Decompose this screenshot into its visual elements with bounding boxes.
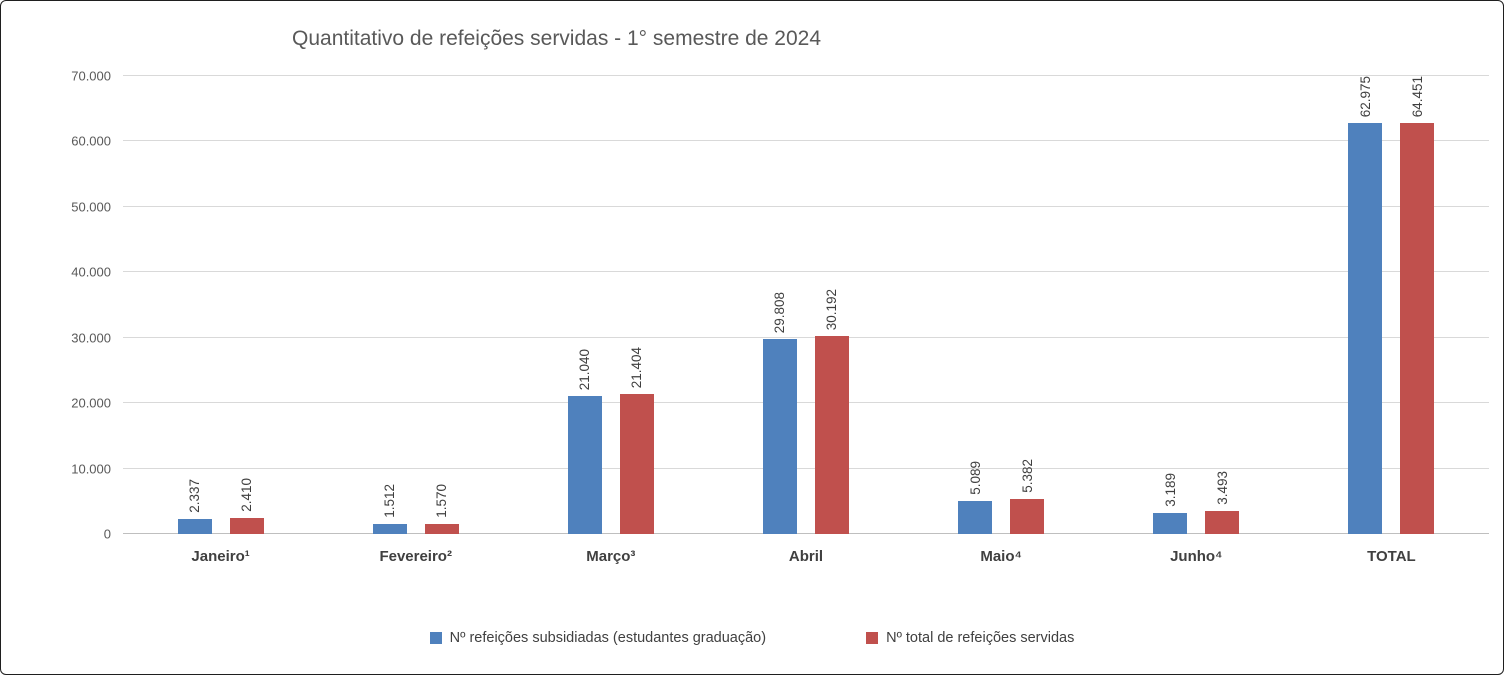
category-group: 29.808 30.192: [708, 76, 903, 534]
bar-column: 5.382: [1010, 76, 1045, 534]
category-group: 5.089 5.382: [904, 76, 1099, 534]
legend-swatch-total: [866, 632, 879, 644]
bar-column: 30.192: [814, 76, 849, 534]
gridline: [123, 336, 1489, 338]
bar-value-label: 3.493: [1214, 471, 1230, 506]
bar-value-label: 5.382: [1019, 459, 1035, 493]
gridline: [123, 140, 1489, 142]
bar-subsidized: [762, 338, 797, 534]
bar-column: 21.040: [567, 76, 602, 534]
bar-column: 5.089: [958, 76, 993, 534]
x-category-label: Março³: [586, 548, 636, 565]
bar-value-label: 62.975: [1357, 76, 1373, 118]
gridline: [123, 205, 1489, 207]
bar-column: 21.404: [619, 76, 654, 534]
bar-column: 2.337: [177, 76, 212, 534]
x-category-label: Junho⁴: [1170, 548, 1223, 565]
bar-column: 29.808: [762, 76, 797, 534]
y-axis: 0 10.000 20.000 30.000 40.000 50.000 60.000 70.…: [1, 69, 123, 542]
y-tick-label: 40.000: [71, 264, 111, 280]
bar-total: [814, 336, 849, 534]
bar-column: 1.570: [424, 76, 459, 534]
gridline: [123, 467, 1489, 469]
bar-groups: 2.337 2.410 1.512 1.570 21.040 21.404 29.808 30…: [123, 76, 1489, 534]
bar-value-label: 3.189: [1162, 473, 1178, 508]
bar-value-label: 5.089: [967, 460, 983, 495]
category-group: 21.040 21.404: [513, 76, 708, 534]
category-group: 2.337 2.410: [123, 76, 318, 534]
bar-value-label: 2.337: [187, 478, 203, 513]
legend-label-total: Nº total de refeições servidas: [886, 630, 1075, 646]
bar-total: [424, 523, 459, 534]
legend-item-total: Nº total de refeições servidas: [866, 630, 1074, 646]
bar-value-label: 21.040: [577, 349, 593, 391]
bar-column: 2.410: [229, 76, 264, 534]
bar-column: 3.189: [1153, 76, 1188, 534]
bar-total: [1010, 498, 1045, 534]
bar-value-label: 29.808: [772, 291, 788, 333]
category-group: 3.189 3.493: [1099, 76, 1294, 534]
legend: Nº refeições subsidiadas (estudantes gra…: [1, 630, 1503, 646]
bar-column: 64.451: [1400, 76, 1435, 534]
bar-total: [619, 393, 654, 534]
bar-column: 1.512: [372, 76, 407, 534]
y-tick-label: 60.000: [71, 133, 111, 149]
plot-area: 2.337 2.410 1.512 1.570 21.040 21.404 29.808 30…: [123, 75, 1489, 534]
gridline: [123, 533, 1489, 534]
bar-total: [1205, 511, 1240, 534]
bar-subsidized: [1348, 123, 1383, 534]
x-category-label: TOTAL: [1367, 548, 1416, 565]
x-category-label: Maio⁴: [980, 548, 1022, 565]
chart-title: Quantitativo de refeições servidas - 1° …: [292, 27, 822, 50]
plot-wrap: 0 10.000 20.000 30.000 40.000 50.000 60.000 70.…: [1, 69, 1489, 542]
bar-subsidized: [958, 500, 993, 534]
bar-value-label: 21.404: [629, 346, 645, 388]
bar-column: 62.975: [1348, 76, 1383, 534]
gridline: [123, 75, 1489, 76]
bar-subsidized: [567, 396, 602, 534]
bar-value-label: 1.570: [434, 483, 450, 518]
bar-value-label: 64.451: [1409, 76, 1425, 118]
y-tick-label: 0: [103, 526, 111, 542]
bar-total: [1400, 123, 1435, 534]
gridline: [123, 271, 1489, 273]
bar-subsidized: [372, 524, 407, 534]
y-tick-label: 70.000: [71, 68, 111, 84]
y-tick-label: 30.000: [71, 330, 111, 346]
category-group: 62.975 64.451: [1294, 76, 1489, 534]
bar-total: [229, 518, 264, 534]
bar-value-label: 2.410: [239, 478, 255, 513]
bar-value-label: 30.192: [824, 289, 840, 331]
y-tick-label: 20.000: [71, 395, 111, 411]
category-group: 1.512 1.570: [318, 76, 513, 534]
legend-item-subsidized: Nº refeições subsidiadas (estudantes gra…: [429, 630, 767, 646]
legend-swatch-subsidized: [429, 632, 442, 644]
y-tick-label: 50.000: [71, 199, 111, 215]
bar-column: 3.493: [1205, 76, 1240, 534]
x-category-label: Abril: [788, 548, 824, 565]
legend-label-subsidized: Nº refeições subsidiadas (estudantes gra…: [449, 630, 767, 646]
bar-subsidized: [1153, 513, 1188, 534]
x-category-label: Fevereiro²: [379, 548, 452, 565]
y-tick-label: 10.000: [71, 461, 111, 477]
bar-subsidized: [177, 518, 212, 534]
x-axis: Janeiro¹ Fevereiro² Março³ Abril Maio⁴ Junho⁴…: [123, 548, 1489, 565]
bar-value-label: 1.512: [382, 484, 398, 519]
gridline: [123, 402, 1489, 404]
x-category-label: Janeiro¹: [191, 548, 250, 565]
